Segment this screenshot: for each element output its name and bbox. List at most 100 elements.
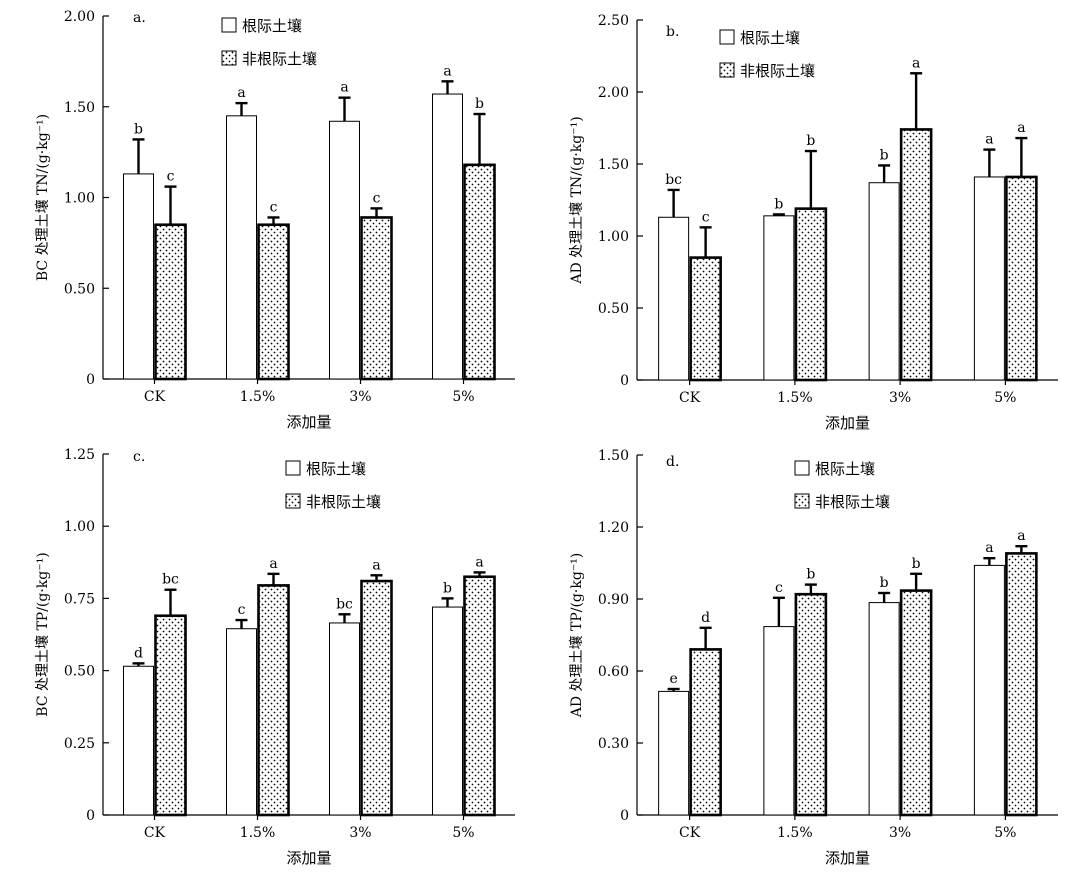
x-tick-label: 3% xyxy=(349,389,371,405)
chart-panel-1: 0 0.50 1.00 1.50 2.00 CK b c 1.5% a c 3% a c 5% a b 添加量 BC… xyxy=(34,9,515,431)
significance-letter: a xyxy=(985,540,993,556)
significance-letter: b xyxy=(443,580,452,596)
y-tick-label: 2.00 xyxy=(64,9,95,25)
y-tick-label: 0 xyxy=(620,373,629,389)
y-tick-label: 0 xyxy=(620,808,629,824)
y-axis-label: BC 处理土壤 TN/(g·kg⁻¹) xyxy=(34,114,51,281)
y-tick-label: 0 xyxy=(86,372,95,388)
panel-label: d. xyxy=(666,454,679,470)
y-tick-label: 1.50 xyxy=(598,448,629,464)
legend-swatch-nonrhizo xyxy=(794,493,810,509)
legend-label-nonrhizo: 非根际土壤 xyxy=(306,493,381,511)
significance-letter: bc xyxy=(336,596,353,612)
y-tick-label: 1.00 xyxy=(64,191,95,207)
y-tick-label: 0.25 xyxy=(64,736,95,752)
y-axis-label: BC 处理土壤 TP/(g·kg⁻¹) xyxy=(34,552,51,716)
bar-nonrhizo xyxy=(689,648,722,817)
significance-letter: c xyxy=(167,169,175,185)
y-tick-label: 2.00 xyxy=(598,85,629,101)
y-tick-label: 0.30 xyxy=(598,736,629,752)
significance-letter: bc xyxy=(162,572,179,588)
bar-rhizo xyxy=(329,120,360,380)
bar-nonrhizo xyxy=(689,256,722,382)
significance-letter: c xyxy=(238,602,246,618)
significance-letter: b xyxy=(134,121,143,137)
bar-nonrhizo xyxy=(794,207,828,382)
bar-nonrhizo xyxy=(154,223,187,381)
bar-nonrhizo xyxy=(154,614,187,817)
x-axis-label: 添加量 xyxy=(286,849,331,867)
significance-letter: a xyxy=(1017,120,1025,136)
bar-rhizo xyxy=(763,215,795,381)
x-axis-label: 添加量 xyxy=(286,413,331,431)
y-tick-label: 1.50 xyxy=(64,100,95,116)
legend-swatch-nonrhizo xyxy=(719,62,735,78)
significance-letter: c xyxy=(702,209,710,225)
bar-rhizo xyxy=(123,173,154,380)
y-tick-label: 1.50 xyxy=(598,157,629,173)
bar-nonrhizo xyxy=(360,579,393,817)
significance-letter: c xyxy=(775,580,783,596)
significance-letter: d xyxy=(701,610,710,626)
bar-nonrhizo xyxy=(257,223,290,381)
legend-swatch-rhizo xyxy=(285,460,301,476)
significance-letter: a xyxy=(912,55,920,71)
y-tick-label: 0 xyxy=(86,808,95,824)
y-tick-label: 0.60 xyxy=(598,664,629,680)
y-tick-label: 1.00 xyxy=(598,229,629,245)
significance-letter: c xyxy=(373,190,381,206)
bar-rhizo xyxy=(763,626,795,816)
y-tick-label: 0.50 xyxy=(64,281,95,297)
bar-nonrhizo xyxy=(360,216,393,381)
y-tick-label: 0.50 xyxy=(64,664,95,680)
significance-letter: b xyxy=(774,196,783,212)
x-axis-label: 添加量 xyxy=(825,414,870,432)
bar-nonrhizo xyxy=(1005,175,1038,382)
panel-label: b. xyxy=(666,24,679,40)
significance-letter: bc xyxy=(665,172,682,188)
bar-rhizo xyxy=(868,182,900,381)
significance-letter: c xyxy=(270,199,278,215)
legend-label-rhizo: 根际土壤 xyxy=(740,29,800,47)
significance-letter: b xyxy=(880,575,889,591)
significance-letter: a xyxy=(237,85,245,101)
bar-nonrhizo xyxy=(463,575,496,817)
bar-rhizo xyxy=(658,216,690,381)
panel-label: c. xyxy=(133,449,145,465)
bar-rhizo xyxy=(123,665,154,816)
y-tick-label: 0.50 xyxy=(598,301,629,317)
legend-label-nonrhizo: 非根际土壤 xyxy=(815,493,890,511)
significance-letter: a xyxy=(372,557,380,573)
significance-letter: b xyxy=(880,147,889,163)
x-axis-label: 添加量 xyxy=(825,849,870,867)
x-tick-label: CK xyxy=(144,825,166,841)
legend-label-rhizo: 根际土壤 xyxy=(306,460,366,478)
y-tick-label: 0.75 xyxy=(64,591,95,607)
significance-letter: a xyxy=(443,63,451,79)
significance-letter: b xyxy=(806,133,815,149)
bar-nonrhizo xyxy=(463,163,496,381)
legend-swatch-rhizo xyxy=(794,460,810,476)
legend-swatch-nonrhizo xyxy=(285,493,301,509)
bar-rhizo xyxy=(226,115,257,380)
bar-nonrhizo xyxy=(1005,552,1038,817)
bar-rhizo xyxy=(658,690,690,816)
significance-letter: a xyxy=(475,554,483,570)
x-tick-label: 3% xyxy=(889,825,911,841)
legend-swatch-rhizo xyxy=(221,17,237,33)
legend-label-rhizo: 根际土壤 xyxy=(815,460,875,478)
legend-label-nonrhizo: 非根际土壤 xyxy=(242,50,317,68)
x-tick-label: 5% xyxy=(452,825,474,841)
x-tick-label: 1.5% xyxy=(240,389,276,405)
legend-label-rhizo: 根际土壤 xyxy=(242,17,302,35)
bar-rhizo xyxy=(432,606,463,816)
y-tick-label: 2.50 xyxy=(598,13,629,29)
significance-letter: e xyxy=(669,671,677,687)
legend-swatch-rhizo xyxy=(719,29,735,45)
significance-letter: d xyxy=(134,645,143,661)
